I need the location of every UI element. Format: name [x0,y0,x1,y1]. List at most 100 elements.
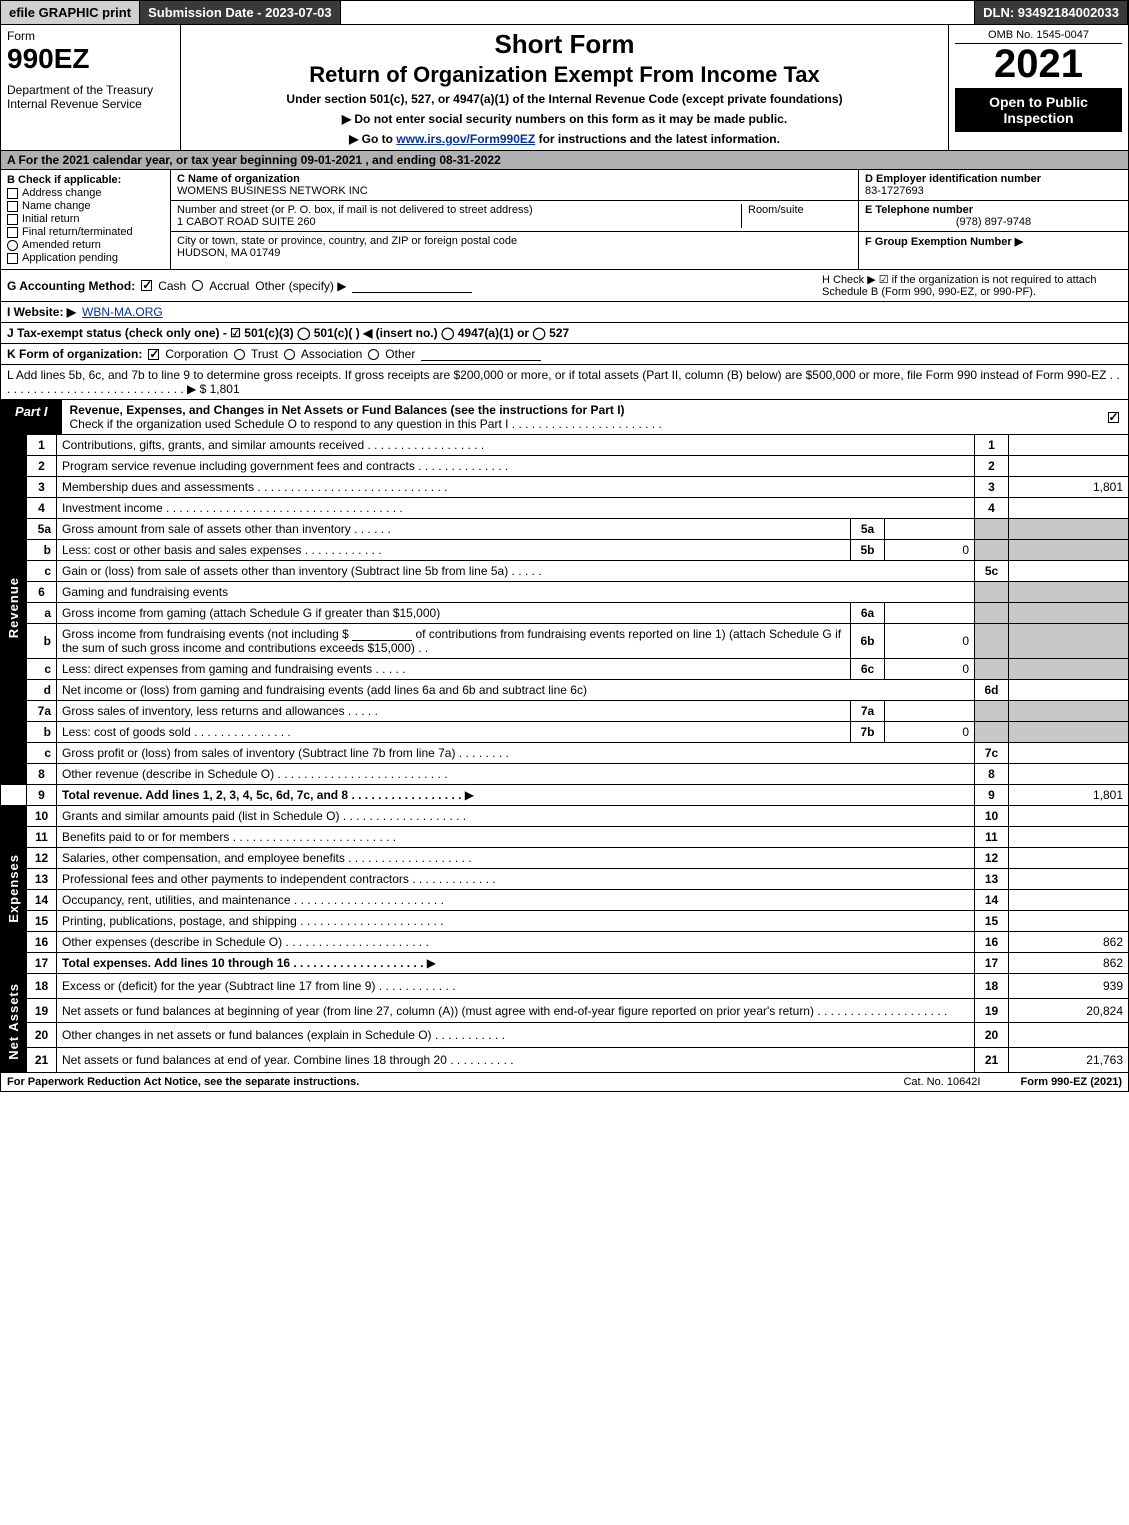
line-15-box: 15 [975,911,1009,932]
line-6d-num: d [27,680,57,701]
rb-accrual[interactable] [192,280,203,291]
cb-address-change[interactable]: Address change [7,187,164,199]
cb-cash[interactable] [141,280,152,291]
form-header: Form 990EZ Department of the Treasury In… [0,25,1129,151]
cb-amended-return[interactable]: Amended return [7,239,164,251]
line-5a-shade [975,519,1009,540]
line-6b-d1: Gross income from fundraising events (no… [62,627,349,641]
line-7b-shade [975,722,1009,743]
efile-chip: efile GRAPHIC print [1,1,140,24]
line-7a-desc: Gross sales of inventory, less returns a… [57,701,851,722]
line-12-amt [1009,848,1129,869]
line-6b-sb: 6b [851,624,885,659]
irs-link[interactable]: www.irs.gov/Form990EZ [396,132,535,146]
line-20-box: 20 [975,1023,1009,1048]
l-amount: $ 1,801 [200,382,240,396]
line-20-amt [1009,1023,1129,1048]
line-2-num: 2 [27,456,57,477]
footer-right-pre: Form [1021,1076,1052,1088]
bullet-ssn: ▶ Do not enter social security numbers o… [187,112,942,126]
website-link[interactable]: WBN-MA.ORG [82,305,163,319]
line-9-num: 9 [27,785,57,806]
line-6b-blank[interactable] [352,627,412,641]
subtitle: Under section 501(c), 527, or 4947(a)(1)… [187,92,942,106]
row-k-org-form: K Form of organization: Corporation Trus… [0,344,1129,365]
line-20-desc: Other changes in net assets or fund bala… [57,1023,975,1048]
line-13-num: 13 [27,869,57,890]
line-7a-shade [975,701,1009,722]
line-17-desc: Total expenses. Add lines 10 through 16 … [57,953,975,974]
part1-check-line: Check if the organization used Schedule … [70,417,662,431]
line-5a-amtshade [1009,519,1129,540]
e-label: E Telephone number [865,204,973,216]
cb-final-return[interactable]: Final return/terminated [7,226,164,238]
ein-value: 83-1727693 [865,185,924,197]
section-bcdef: B Check if applicable: Address change Na… [0,170,1129,270]
line-12-desc: Salaries, other compensation, and employ… [57,848,975,869]
i-label: I Website: ▶ [7,305,76,319]
topbar: efile GRAPHIC print Submission Date - 20… [0,0,1129,25]
line-6a-amtshade [1009,603,1129,624]
line-6a-desc: Gross income from gaming (attach Schedul… [57,603,851,624]
c-city-cell: City or town, state or province, country… [171,232,858,262]
c-street-cell: Number and street (or P. O. box, if mail… [171,201,858,232]
b-title: B Check if applicable: [7,174,164,186]
cb-corporation[interactable] [148,349,159,360]
submission-chip: Submission Date - 2023-07-03 [140,1,341,24]
line-18-desc: Excess or (deficit) for the year (Subtra… [57,974,975,999]
accrual-label: Accrual [209,279,249,293]
title-return: Return of Organization Exempt From Incom… [187,62,942,88]
footer-left: For Paperwork Reduction Act Notice, see … [7,1076,359,1088]
line-6b-amtshade [1009,624,1129,659]
line-6-shade [975,582,1009,603]
line-11-amt [1009,827,1129,848]
c-name-cell: C Name of organization WOMENS BUSINESS N… [171,170,858,201]
rb-other[interactable] [368,349,379,360]
goto-pre: ▶ Go to [349,132,396,146]
line-8-amt [1009,764,1129,785]
revenue-vlabel: Revenue [1,435,27,785]
h-schedule-b: H Check ▶ ☑ if the organization is not r… [822,273,1122,298]
line-15-amt [1009,911,1129,932]
line-20-num: 20 [27,1023,57,1048]
cb-label: Name change [22,200,91,212]
street-label: Number and street (or P. O. box, if mail… [177,204,533,216]
room-label: Room/suite [748,204,804,216]
line-7a-amtshade [1009,701,1129,722]
cb-name-change[interactable]: Name change [7,200,164,212]
line-9-desc: Total revenue. Add lines 1, 2, 3, 4, 5c,… [57,785,975,806]
line-5b-desc: Less: cost or other basis and sales expe… [57,540,851,561]
form-number: 990EZ [7,43,174,75]
line-5b-num: b [27,540,57,561]
cb-initial-return[interactable]: Initial return [7,213,164,225]
line-12-box: 12 [975,848,1009,869]
line-19-desc: Net assets or fund balances at beginning… [57,998,975,1023]
line-6-num: 6 [27,582,57,603]
line-7c-box: 7c [975,743,1009,764]
line-5b-amtshade [1009,540,1129,561]
line-5a-desc: Gross amount from sale of assets other t… [57,519,851,540]
line-5b-sv: 0 [885,540,975,561]
form-label: Form [7,29,174,43]
part1-checkbox[interactable] [1098,400,1128,434]
line-9-box: 9 [975,785,1009,806]
rb-association[interactable] [284,349,295,360]
part1-header: Part I Revenue, Expenses, and Changes in… [0,400,1129,435]
other-org-line[interactable] [421,347,541,361]
trust-label: Trust [251,347,278,361]
line-11-box: 11 [975,827,1009,848]
line-7c-num: c [27,743,57,764]
other-specify-line[interactable] [352,279,472,293]
line-18-amt: 939 [1009,974,1129,999]
d-label: D Employer identification number [865,173,1041,185]
rb-trust[interactable] [234,349,245,360]
line-3-num: 3 [27,477,57,498]
cb-application-pending[interactable]: Application pending [7,252,164,264]
row-j-tax-exempt: J Tax-exempt status (check only one) - ☑… [0,323,1129,344]
part1-title: Revenue, Expenses, and Changes in Net As… [62,400,1098,434]
line-6d-desc: Net income or (loss) from gaming and fun… [57,680,975,701]
g-label: G Accounting Method: [7,279,135,293]
line-6c-num: c [27,659,57,680]
line-6b-num: b [27,624,57,659]
other-org-label: Other [385,347,415,361]
